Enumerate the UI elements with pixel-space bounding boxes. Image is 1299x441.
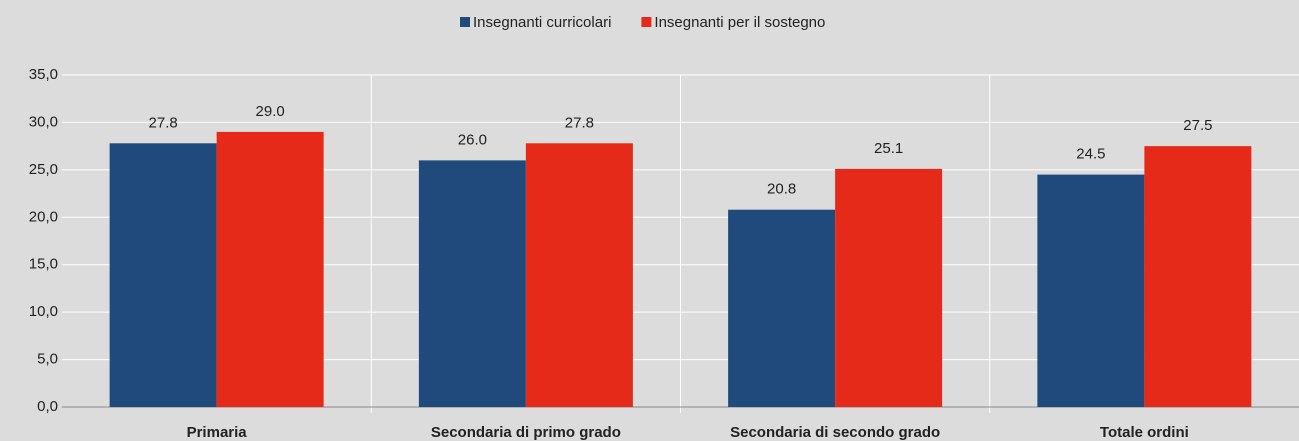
- x-tick-label: Secondaria di primo grado: [431, 424, 621, 441]
- data-label: 27.8: [565, 114, 594, 131]
- legend-swatch: [641, 17, 652, 27]
- bar: [728, 209, 836, 407]
- bar: [1144, 146, 1252, 407]
- x-tick-label: Secondaria di secondo grado: [730, 424, 940, 441]
- legend-swatch: [460, 17, 470, 27]
- bar: [1037, 174, 1145, 407]
- y-tick-label: 5,0: [37, 351, 58, 368]
- bar: [216, 131, 324, 407]
- data-label: 26.0: [458, 131, 487, 148]
- bar: [835, 168, 943, 407]
- legend-label: Insegnanti per il sostegno: [654, 14, 825, 31]
- y-tick-label: 15,0: [29, 256, 58, 273]
- y-tick-label: 30,0: [29, 113, 58, 130]
- bar: [418, 160, 526, 407]
- data-label: 20.8: [767, 181, 796, 198]
- bar: [525, 143, 633, 407]
- bar: [109, 143, 217, 407]
- y-tick-label: 0,0: [37, 398, 58, 415]
- x-tick-label: Totale ordini: [1100, 424, 1189, 441]
- data-label: 29.0: [256, 103, 285, 120]
- legend-label: Insegnanti curricolari: [473, 14, 611, 31]
- data-label: 27.8: [149, 114, 178, 131]
- y-tick-label: 25,0: [29, 161, 58, 178]
- data-label: 27.5: [1183, 117, 1212, 134]
- y-tick-label: 20,0: [29, 208, 58, 225]
- x-tick-label: Primaria: [187, 424, 248, 441]
- data-label: 25.1: [874, 140, 903, 157]
- y-tick-label: 10,0: [29, 303, 58, 320]
- y-tick-label: 35,0: [29, 66, 58, 83]
- data-label: 24.5: [1076, 146, 1105, 163]
